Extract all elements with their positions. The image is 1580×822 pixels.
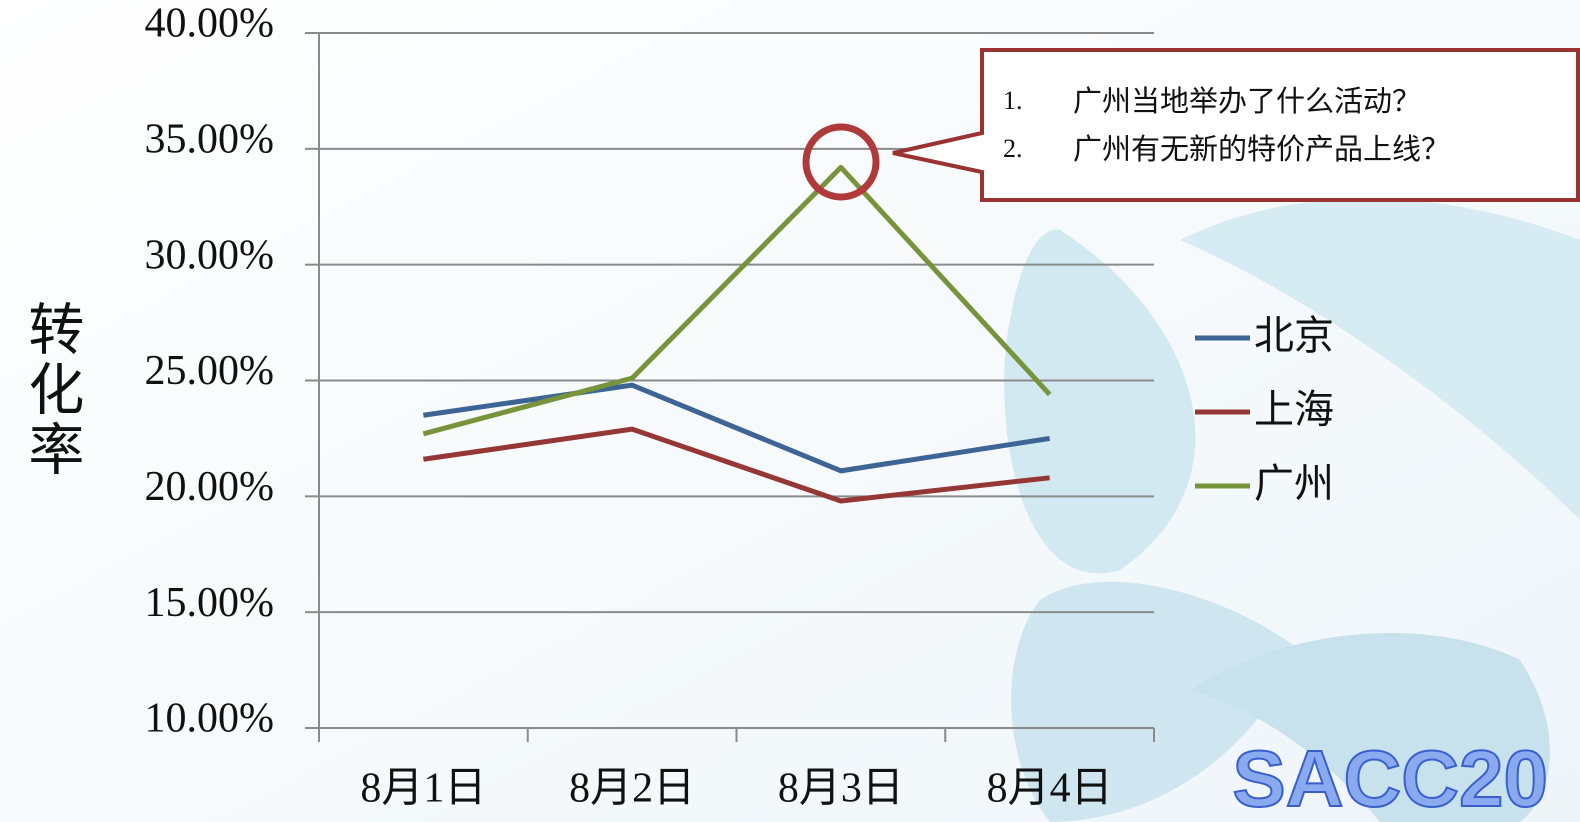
y-tick-label: 20.00% xyxy=(145,464,275,510)
decor-shape xyxy=(1011,581,1300,822)
series-line xyxy=(422,164,1052,437)
y-tick-label: 40.00% xyxy=(145,1,275,47)
x-tick-label: 8月4日 xyxy=(987,766,1113,812)
watermark: SACC20 xyxy=(1232,734,1548,822)
callout-box xyxy=(892,48,1580,202)
annotation-text: 广州当地举办了什么活动？ xyxy=(1073,84,1421,118)
x-tick-label: 8月2日 xyxy=(569,766,695,812)
y-tick-label: 15.00% xyxy=(145,580,275,626)
decor-shape xyxy=(1190,632,1550,822)
legend-label: 北京 xyxy=(1254,313,1334,359)
y-tick-label: 30.00% xyxy=(145,232,275,278)
y-tick-label: 10.00% xyxy=(145,696,275,742)
annotation-marker: 2. xyxy=(1003,134,1023,163)
x-tick-label: 8月3日 xyxy=(778,766,904,812)
y-tick-label: 35.00% xyxy=(145,116,275,162)
series-line xyxy=(423,426,1050,504)
highlight-circle xyxy=(802,123,880,201)
legend-label: 广州 xyxy=(1254,461,1334,507)
decor-shape xyxy=(1004,229,1196,574)
y-axis-label: 转化率 xyxy=(19,300,84,480)
x-tick-label: 8月1日 xyxy=(360,766,486,812)
plot: 10.00% 15.00% 20.00% 25.00% 30.00% 35.00% 40.0… xyxy=(145,1,1335,812)
y-tick-label: 25.00% xyxy=(145,348,275,394)
legend-label: 上海 xyxy=(1254,387,1334,433)
annotation-text: 广州有无新的特价产品上线？ xyxy=(1073,132,1450,166)
decor-shape xyxy=(1180,198,1580,521)
series-line xyxy=(423,382,1051,474)
annotation-marker: 1. xyxy=(1003,86,1023,115)
